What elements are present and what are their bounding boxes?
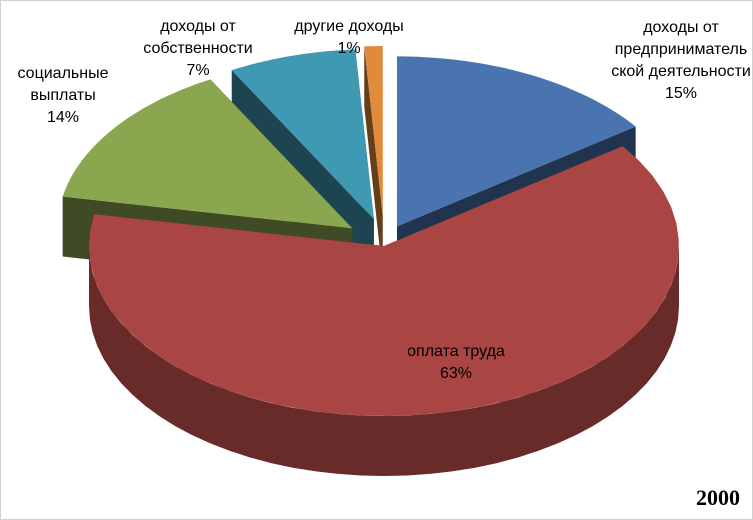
slice-label: доходы от собственности 7% xyxy=(133,16,263,82)
year-annotation: 2000 xyxy=(696,485,740,510)
slice-side xyxy=(89,246,679,476)
category-name: оплата труда xyxy=(407,343,505,360)
value-label: 14% xyxy=(46,109,80,126)
value-label: 15% xyxy=(664,85,698,102)
slice xyxy=(396,56,636,227)
slice xyxy=(89,146,679,416)
value-label: 7% xyxy=(186,62,210,79)
slice-label: доходы от предпринимательской деятельнос… xyxy=(611,17,751,105)
slice xyxy=(364,46,383,217)
value-label: 63% xyxy=(439,365,473,382)
category-name: доходы от собственности xyxy=(143,18,253,57)
slice-label: другие доходы 1% xyxy=(274,16,424,60)
category-name: социальные выплаты xyxy=(17,65,109,104)
category-name: другие доходы xyxy=(294,18,404,35)
slice-wall xyxy=(364,46,383,277)
value-label: 1% xyxy=(337,40,361,57)
slice-label: социальные выплаты 14% xyxy=(3,63,123,129)
slice-label: оплата труда 63% xyxy=(386,341,526,385)
slice xyxy=(62,79,353,229)
category-name: доходы от предпринимательской деятельнос… xyxy=(611,19,751,80)
slice xyxy=(231,49,374,220)
